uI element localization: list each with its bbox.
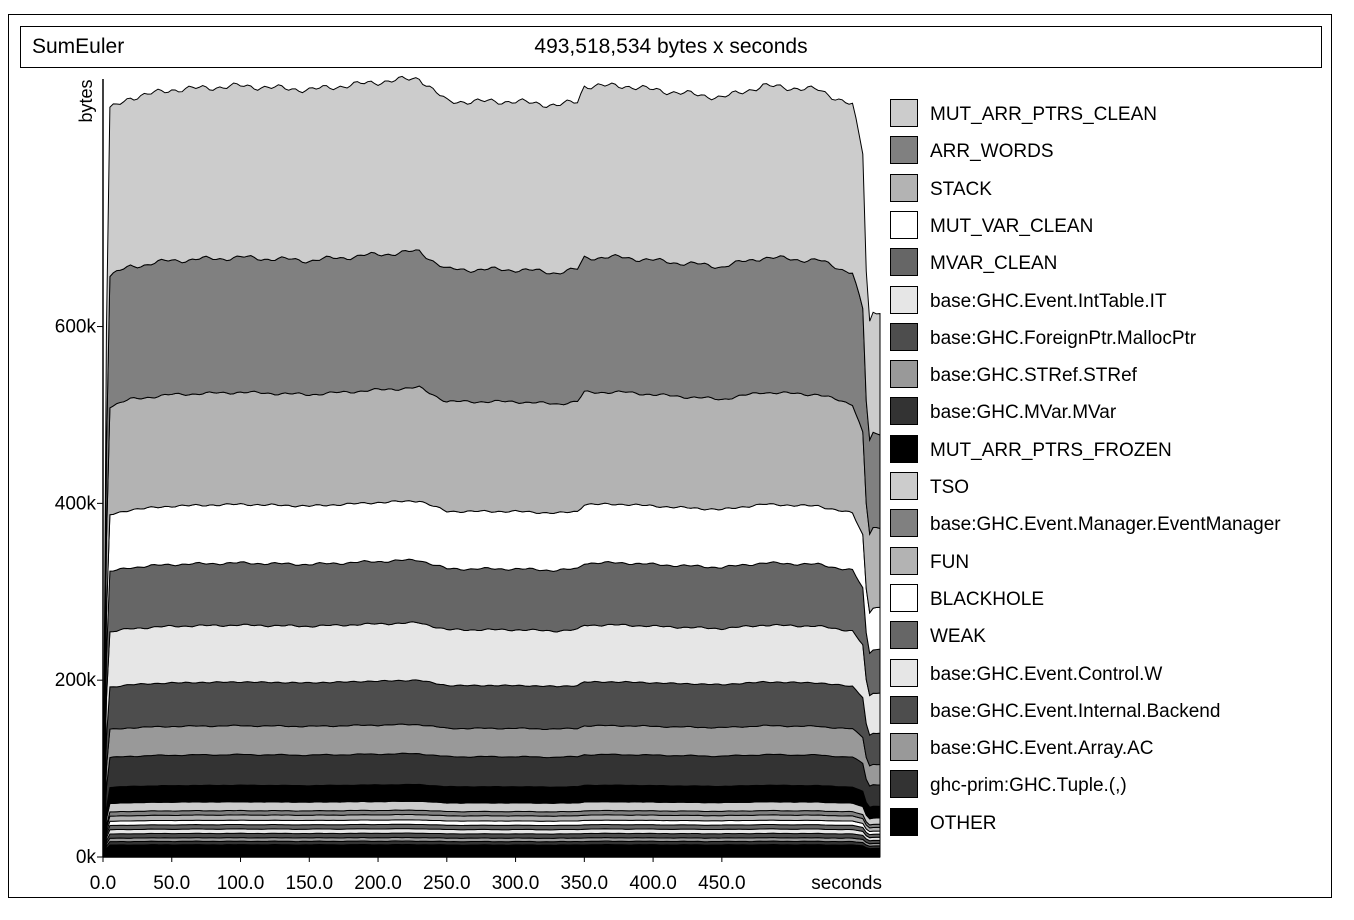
legend-swatch [890,99,918,127]
legend-swatch [890,322,918,351]
legend-item: base:GHC.STRef.STRef [890,360,1330,390]
y-tick-label: 200k [55,670,97,691]
legend-item: MUT_ARR_PTRS_FROZEN [890,434,1330,465]
total-summary: 493,518,534 bytes x seconds [534,35,808,58]
y-tick-label: 0k [76,847,97,868]
legend-item: ghc-prim:GHC.Tuple.(,) [890,770,1330,800]
plot-frame [8,14,1332,898]
x-tick-label: 50.0 [153,873,190,894]
legend-swatch [890,807,918,836]
legend-label: OTHER [930,812,997,834]
legend-label: base:GHC.STRef.STRef [930,365,1137,387]
legend-swatch [890,695,918,724]
legend-item: base:GHC.Event.Array.AC [890,733,1330,763]
legend-label: MUT_VAR_CLEAN [930,215,1094,237]
legend-label: WEAK [930,626,986,648]
y-tick-label: 600k [55,317,97,338]
legend-label: base:GHC.ForeignPtr.MallocPtr [930,327,1197,349]
legend-swatch [890,546,918,575]
axes [102,79,880,858]
legend-swatch [890,472,918,500]
legend-label: base:GHC.Event.Control.W [930,663,1163,685]
legend-swatch [890,397,918,426]
legend-swatch [890,733,918,762]
x-tick-label: 300.0 [492,873,540,894]
legend-item: WEAK [890,621,1330,651]
legend-label: base:GHC.Event.IntTable.IT [930,290,1167,312]
legend-swatch [890,509,918,538]
area-mut-arr-ptrs-clean [102,75,881,858]
area-other [102,843,881,858]
legend-swatch [890,136,918,165]
legend-item: MUT_VAR_CLEAN [890,210,1330,241]
legend-item: OTHER [890,807,1330,838]
x-tick-label: 400.0 [629,873,677,894]
legend-swatch [890,210,918,239]
legend-label: MUT_ARR_PTRS_FROZEN [930,439,1172,461]
legend-item: TSO [890,472,1330,502]
chart-header: SumEuler 493,518,534 bytes x seconds [20,26,1322,68]
legend-item: base:GHC.MVar.MVar [890,397,1330,427]
legend-label: base:GHC.Event.Internal.Backend [930,700,1221,722]
x-tick-label: 250.0 [423,873,471,894]
program-title: SumEuler [32,35,125,58]
legend-item: MVAR_CLEAN [890,248,1330,278]
legend-item: MUT_ARR_PTRS_CLEAN [890,99,1330,129]
x-tick-label: 0.0 [90,873,116,894]
y-tick-label: 400k [55,493,97,514]
legend-label: MVAR_CLEAN [930,253,1058,275]
legend-swatch [890,434,918,463]
legend-swatch [890,173,918,202]
legend-item: ARR_WORDS [890,136,1330,166]
legend-label: base:GHC.Event.Array.AC [930,738,1154,760]
legend-item: base:GHC.Event.IntTable.IT [890,285,1330,316]
legend-item: FUN [890,546,1330,577]
legend-label: FUN [930,551,970,573]
legend-item: base:GHC.Event.Manager.EventManager [890,509,1330,539]
legend-label: MUT_ARR_PTRS_CLEAN [930,104,1157,125]
legend-swatch [890,658,918,687]
legend-item: STACK [890,173,1330,204]
legend-swatch [890,770,918,799]
legend-item: base:GHC.ForeignPtr.MallocPtr [890,322,1330,353]
x-tick-label: 100.0 [217,873,265,894]
axis-ticks: 0.0 50.0 100.0 150.0 200.0 250.0 300.0 350.0 400… [55,317,746,894]
legend-label: BLACKHOLE [930,588,1045,610]
x-tick-label: 450.0 [698,873,746,894]
legend-swatch [890,621,918,650]
legend-label: STACK [930,178,992,200]
legend-swatch [890,360,918,389]
legend-swatch [890,285,918,314]
legend-swatch [890,583,918,612]
legend-label: base:GHC.Event.Manager.EventManager [930,514,1281,536]
legend-item: base:GHC.Event.Internal.Backend [890,695,1330,726]
legend-item: base:GHC.Event.Control.W [890,658,1330,689]
legend-label: TSO [930,477,970,498]
x-tick-label: 350.0 [561,873,609,894]
x-axis-label: seconds [811,873,882,894]
legend-item: BLACKHOLE [890,583,1330,614]
y-axis-label: bytes [76,79,96,122]
legend-label: ghc-prim:GHC.Tuple.(,) [930,775,1127,797]
x-tick-label: 150.0 [286,873,334,894]
area-layers [102,75,881,858]
legend-label: ARR_WORDS [930,141,1054,163]
x-tick-label: 200.0 [354,873,402,894]
legend-label: base:GHC.MVar.MVar [930,402,1117,424]
legend-swatch [890,248,918,277]
